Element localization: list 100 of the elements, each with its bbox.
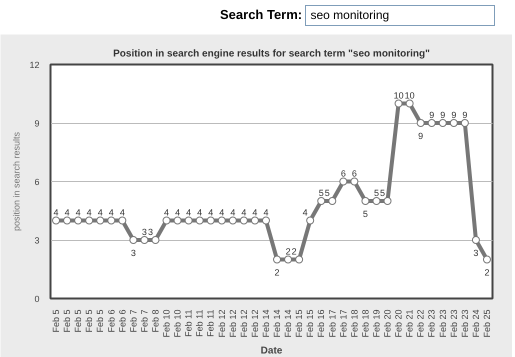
point <box>450 119 458 127</box>
data-label: 4 <box>252 208 258 218</box>
data-label: 4 <box>76 208 81 218</box>
x-tick-label: Feb 5 <box>51 310 62 333</box>
data-label: 4 <box>186 208 192 218</box>
point <box>384 197 392 205</box>
data-label: 9 <box>429 110 434 120</box>
x-tick-label: Feb 6 <box>117 310 128 333</box>
x-tick-label: Feb 10 <box>162 309 172 338</box>
data-label: 9 <box>462 110 468 120</box>
x-tick-label: Feb 10 <box>172 309 183 338</box>
point <box>284 256 292 264</box>
x-tick-label: Feb 24 <box>470 309 481 338</box>
x-tick-label: Feb 23 <box>448 309 459 338</box>
point <box>406 100 414 108</box>
x-tick-label: Feb 14 <box>272 309 282 338</box>
data-label: 4 <box>164 208 170 218</box>
x-tick-label: Feb 12 <box>228 309 238 338</box>
data-label: 4 <box>120 208 125 218</box>
x-tick-label: Feb 14 <box>283 309 294 338</box>
y-axis-title: position in search results <box>11 131 22 232</box>
point <box>372 197 380 205</box>
data-label: 10 <box>394 90 404 100</box>
point <box>129 236 138 244</box>
point <box>428 119 436 127</box>
point <box>184 216 193 224</box>
data-label: 3 <box>148 227 153 237</box>
data-label: 9 <box>418 131 424 141</box>
data-label: 4 <box>108 208 114 218</box>
data-label: 5 <box>374 188 379 198</box>
point <box>240 216 248 224</box>
y-tick-label: 12 <box>29 60 40 70</box>
point <box>482 256 491 264</box>
chart-title: Position in search engine results for search term "seo monitoring" <box>113 48 430 60</box>
data-label: 5 <box>318 188 324 198</box>
point <box>250 216 259 224</box>
x-tick-label: Feb 17 <box>338 309 348 338</box>
x-tick-label: Feb 12 <box>250 309 260 338</box>
data-label: 3 <box>142 227 147 237</box>
data-label: 10 <box>404 90 415 100</box>
data-label: 4 <box>197 208 202 218</box>
data-label: 2 <box>484 268 490 278</box>
point <box>416 119 425 127</box>
y-tick-label: 6 <box>34 177 40 187</box>
data-label: 5 <box>380 188 386 198</box>
x-tick-label: Feb 12 <box>216 309 227 338</box>
text: seo monitoring <box>305 5 496 26</box>
x-tick-label: Feb 15 <box>294 309 304 338</box>
x-tick-label: Feb 5 <box>73 310 84 333</box>
x-tick-label: Feb 11 <box>206 309 216 337</box>
x-tick-label: Feb 5 <box>95 310 106 333</box>
x-tick-label: Feb 23 <box>460 309 470 338</box>
data-label: 9 <box>440 110 446 120</box>
x-tick-label: Feb 19 <box>371 309 382 338</box>
point <box>162 216 171 224</box>
x-tick-label: Feb 21 <box>404 309 415 338</box>
data-label: 2 <box>292 246 297 256</box>
x-tick-label: Feb 7 <box>128 310 138 333</box>
point <box>196 216 204 224</box>
point <box>107 216 116 224</box>
point <box>328 197 336 205</box>
x-tick-label: Feb 22 <box>416 309 426 338</box>
data-label: 4 <box>175 208 180 218</box>
x-tick-label: Feb 18 <box>349 309 360 338</box>
point <box>151 236 160 244</box>
data-label: 4 <box>241 208 246 218</box>
point <box>118 216 126 224</box>
point <box>63 216 72 224</box>
point <box>339 178 348 186</box>
point <box>438 119 447 127</box>
x-tick-label: Feb 18 <box>360 309 370 338</box>
x-tick-label: Feb 15 <box>305 309 316 338</box>
x-tick-label: Feb 5 <box>84 310 94 333</box>
x-tick-label: Feb 5 <box>62 310 72 333</box>
data-label: 5 <box>362 209 368 219</box>
x-tick-label: Feb 11 <box>194 309 205 337</box>
point <box>273 256 282 264</box>
point <box>74 216 82 224</box>
data-label: 4 <box>98 208 103 218</box>
y-tick-label: 0 <box>34 294 40 304</box>
data-label: 4 <box>64 208 70 218</box>
data-label: 4 <box>208 208 214 218</box>
data-label: 5 <box>324 188 330 198</box>
data-label: 4 <box>219 208 224 218</box>
point <box>361 197 370 205</box>
point <box>472 236 480 244</box>
x-tick-label: Feb 8 <box>150 310 160 333</box>
point <box>218 216 226 224</box>
point <box>96 216 104 224</box>
x-tick-label: Feb 25 <box>482 309 492 338</box>
data-label: 6 <box>352 168 357 178</box>
x-tick-label: Feb 20 <box>382 309 393 338</box>
text: Search Term: <box>220 7 302 22</box>
data-label: 9 <box>451 110 456 120</box>
data-label: 6 <box>340 168 346 178</box>
x-tick-label: Feb 23 <box>426 309 437 338</box>
data-label: 3 <box>473 248 478 258</box>
point <box>295 256 304 264</box>
x-tick-label: Feb 16 <box>316 309 326 338</box>
point <box>85 216 94 224</box>
